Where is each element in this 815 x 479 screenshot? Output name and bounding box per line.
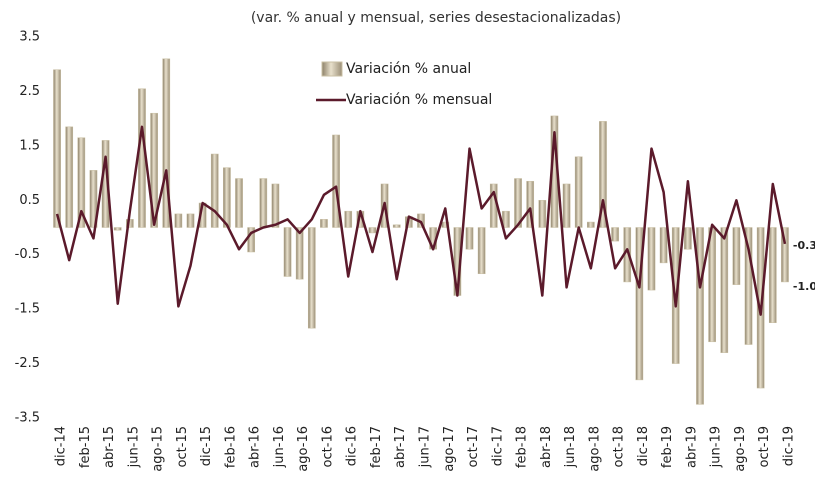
bar [89,170,98,228]
bar [283,227,292,277]
y-tick-label: -3.5 [15,411,40,426]
bar [768,227,777,323]
x-tick-label: oct-16 [320,426,335,467]
x-tick-label: oct-17 [466,426,481,467]
bar [53,69,61,228]
x-tick-label: abr-16 [248,426,263,468]
x-tick-label: oct-15 [175,426,190,467]
bar [65,126,74,228]
x-tick-label: oct-18 [612,426,627,467]
y-tick-label: 1.5 [19,138,40,153]
bar [781,227,789,283]
bar [659,227,668,264]
value-label: -0.3 [793,239,815,252]
bar [647,227,656,291]
value-label: -1.0 [793,280,815,293]
bar [562,183,571,228]
x-tick-label: abr-17 [393,426,408,468]
x-tick-label: feb-15 [78,426,93,468]
bar [186,213,195,228]
bar [344,210,353,228]
y-tick-label: 0.5 [19,193,40,208]
x-tick-label: oct-19 [757,426,772,467]
bar [174,213,183,228]
bar [113,227,122,231]
bar [720,227,729,353]
bar [150,112,158,228]
bar [526,180,535,228]
bar [77,137,86,228]
bar [611,227,619,242]
bar [684,227,692,250]
bar [465,227,474,250]
x-tick-label: feb-16 [223,426,238,468]
bar [368,227,377,234]
bar [235,178,243,228]
bar [271,183,280,228]
y-tick-label: -1.5 [15,302,40,317]
bar [295,227,304,280]
x-tick-label: jun-16 [272,426,287,468]
bar [320,219,328,228]
x-tick-label: ago-16 [296,426,311,472]
y-tick-label: 2.5 [19,84,40,99]
bar [538,200,547,228]
bar [210,153,219,228]
bar [138,88,146,228]
bar [574,156,583,228]
x-tick-label: jun-15 [126,426,141,468]
bar [307,227,316,329]
y-tick-label: -0.5 [15,247,40,262]
bar [162,58,171,228]
x-tick-label: jun-17 [418,426,433,468]
y-tick-label: 3.5 [19,30,40,45]
x-tick-label: dic-17 [490,426,505,466]
legend-label: Variación % mensual [346,92,492,108]
x-tick-label: ago-15 [151,426,166,472]
bar [477,227,486,275]
x-tick-label: dic-18 [636,426,651,466]
x-tick-label: abr-19 [684,426,699,468]
x-tick-label: jun-19 [709,426,724,468]
line [55,125,787,316]
bar [744,227,753,345]
bar [696,227,704,405]
bar [223,167,231,228]
x-tick-label: ago-18 [587,426,602,472]
x-tick-label: ago-17 [442,426,457,472]
bar [708,227,716,343]
x-tick-label: feb-18 [515,426,530,468]
bar [586,221,595,228]
chart-title: (var. % anual y mensual, series desestac… [251,10,621,26]
bar [392,224,401,228]
x-tick-label: ago-19 [733,426,748,472]
x-tick-label: jun-18 [563,426,578,468]
x-tick-label: feb-19 [660,426,675,468]
bar [259,178,268,228]
x-tick-label: dic-16 [345,426,360,466]
x-tick-label: dic-15 [199,426,214,466]
bar [599,121,607,228]
x-tick-label: abr-15 [102,426,117,468]
x-tick-label: abr-18 [539,426,554,468]
bar [635,227,644,381]
bar [514,178,522,228]
bar [732,227,741,285]
x-tick-label: dic-19 [781,426,796,466]
x-tick-label: dic-14 [54,426,69,466]
bar [502,210,510,228]
bar [332,134,340,228]
x-tick-label: feb-17 [369,426,384,468]
y-tick-label: -2.5 [15,356,40,371]
legend-swatch [321,61,343,77]
legend-label: Variación % anual [346,61,471,77]
